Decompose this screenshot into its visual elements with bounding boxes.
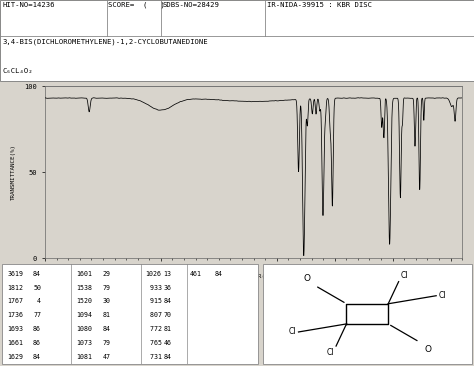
Text: 84: 84 (164, 354, 172, 360)
Text: 81: 81 (102, 312, 110, 318)
Text: SDBS-NO=28429: SDBS-NO=28429 (163, 1, 219, 8)
Text: 13: 13 (164, 270, 172, 277)
Text: SCORE=  (   ): SCORE= ( ) (108, 1, 165, 8)
Text: 84: 84 (33, 270, 41, 277)
Text: 1601: 1601 (77, 270, 92, 277)
Text: 3,4-BIS(DICHLOROMETHYLENE)-1,2-CYCLOBUTANEDIONE: 3,4-BIS(DICHLOROMETHYLENE)-1,2-CYCLOBUTA… (2, 39, 208, 45)
Text: 1767: 1767 (8, 298, 24, 305)
Y-axis label: TRANSMITTANCE(%): TRANSMITTANCE(%) (11, 144, 16, 200)
Text: 79: 79 (102, 284, 110, 291)
Text: 84: 84 (164, 298, 172, 305)
FancyBboxPatch shape (0, 0, 474, 81)
Text: IR-NIDA-39915 : KBR DISC: IR-NIDA-39915 : KBR DISC (267, 1, 372, 8)
Text: Cl: Cl (438, 291, 446, 300)
Text: 1073: 1073 (77, 340, 92, 346)
Text: 46: 46 (164, 340, 172, 346)
Text: 81: 81 (164, 326, 172, 332)
Text: 3619: 3619 (8, 270, 24, 277)
FancyBboxPatch shape (2, 264, 258, 364)
Text: Cl: Cl (327, 348, 334, 357)
Text: 1094: 1094 (77, 312, 92, 318)
Text: 1661: 1661 (8, 340, 24, 346)
Text: 79: 79 (102, 340, 110, 346)
Text: 84: 84 (102, 326, 110, 332)
Text: 1520: 1520 (77, 298, 92, 305)
Text: 1026: 1026 (146, 270, 162, 277)
Text: 1080: 1080 (77, 326, 92, 332)
FancyBboxPatch shape (263, 264, 472, 364)
Text: 84: 84 (33, 354, 41, 360)
Text: 29: 29 (102, 270, 110, 277)
Text: 50: 50 (33, 284, 41, 291)
Text: 807: 807 (146, 312, 162, 318)
Text: C₆CL₄O₂: C₆CL₄O₂ (2, 68, 33, 74)
Text: 47: 47 (102, 354, 110, 360)
Text: 1812: 1812 (8, 284, 24, 291)
Text: 772: 772 (146, 326, 162, 332)
Text: 86: 86 (33, 340, 41, 346)
Text: Cl: Cl (401, 270, 408, 280)
Text: Cl: Cl (289, 328, 296, 336)
Text: 1081: 1081 (77, 354, 92, 360)
Text: HIT-NO=14236: HIT-NO=14236 (2, 1, 55, 8)
Text: 765: 765 (146, 340, 162, 346)
Text: 731: 731 (146, 354, 162, 360)
Text: 77: 77 (33, 312, 41, 318)
Text: 461: 461 (189, 270, 201, 277)
Text: 1736: 1736 (8, 312, 24, 318)
Text: 4: 4 (33, 298, 41, 305)
Text: 36: 36 (164, 284, 172, 291)
Text: 1538: 1538 (77, 284, 92, 291)
Text: 84: 84 (215, 270, 223, 277)
Text: O: O (424, 345, 431, 354)
Text: 1629: 1629 (8, 354, 24, 360)
Text: 1693: 1693 (8, 326, 24, 332)
Text: 933: 933 (146, 284, 162, 291)
Text: 86: 86 (33, 326, 41, 332)
X-axis label: WAVENUMBER(cm-1): WAVENUMBER(cm-1) (224, 274, 283, 279)
Text: 70: 70 (164, 312, 172, 318)
Text: 915: 915 (146, 298, 162, 305)
Text: 30: 30 (102, 298, 110, 305)
Text: O: O (303, 274, 310, 283)
